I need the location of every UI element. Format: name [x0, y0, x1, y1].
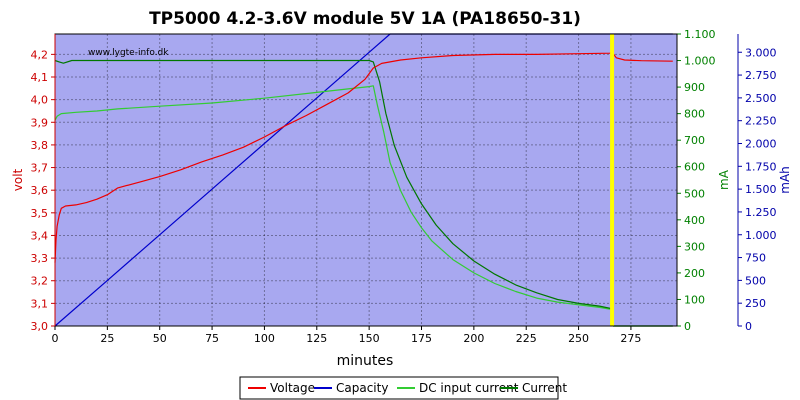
y-axis-label-mah: mAh	[778, 166, 792, 194]
chart-title: TP5000 4.2-3.6V module 5V 1A (PA18650-31…	[149, 9, 581, 29]
y-right2-tick-label: 2.750	[745, 69, 777, 82]
x-tick-label: 250	[568, 332, 589, 345]
x-tick-label: 225	[516, 332, 537, 345]
x-axis-label: minutes	[337, 353, 394, 369]
y-right1-tick-label: 800	[684, 108, 705, 121]
y-right1-tick-label: 700	[684, 134, 705, 147]
y-right1-tick-label: 100	[684, 293, 705, 306]
y-right1-tick-label: 200	[684, 267, 705, 280]
y-right2-tick-label: 2.250	[745, 115, 777, 128]
y-right2-tick-label: 2.500	[745, 92, 777, 105]
y-left-tick-label: 3,9	[31, 116, 49, 129]
y-left-tick-label: 4,2	[31, 48, 49, 61]
y-axis-label-volt: volt	[11, 168, 25, 191]
y-right2-tick-label: 1.500	[745, 183, 777, 196]
series-line-voltage	[54, 51, 673, 263]
y-left-tick-label: 3,1	[31, 297, 49, 310]
y-right1-tick-label: 500	[684, 187, 705, 200]
y-axis-label-ma: mA	[717, 169, 731, 190]
legend-label: Voltage	[270, 381, 315, 395]
x-tick-label: 25	[100, 332, 114, 345]
axes-layer: 0 25 50 75 100 125 150 175 200 225 250 275 3,0 3,1 3,2…	[31, 28, 777, 345]
x-tick-label: 0	[52, 332, 59, 345]
y-left-tick-label: 3,8	[31, 139, 49, 152]
y-right2-tick-label: 1.250	[745, 206, 777, 219]
y-left-tick-label: 3,2	[31, 275, 49, 288]
y-left-tick-label: 3,3	[31, 252, 49, 265]
y-right2-tick-label: 1.000	[745, 229, 777, 242]
series-line-current	[54, 59, 673, 327]
y-right1-tick-label: 400	[684, 214, 705, 227]
watermark: www.lygte-info.dk	[88, 48, 169, 58]
x-tick-label: 100	[254, 332, 275, 345]
x-tick-label: 75	[205, 332, 219, 345]
y-right2-tick-label: 2.000	[745, 138, 777, 151]
y-right2-tick-label: 0	[745, 320, 752, 333]
y-right1-tick-label: 600	[684, 161, 705, 174]
x-tick-label: 150	[359, 332, 380, 345]
y-right1-tick-label: 1.100	[684, 28, 716, 41]
y-right1-tick-label: 300	[684, 240, 705, 253]
y-right2-tick-label: 1.750	[745, 160, 777, 173]
y-left-tick-label: 3,4	[31, 229, 49, 242]
y-left-tick-label: 3,7	[31, 162, 49, 175]
plot-area	[55, 34, 677, 326]
y-right2-tick-label: 250	[745, 297, 766, 310]
y-left-tick-label: 3,5	[31, 207, 49, 220]
x-tick-label: 200	[463, 332, 484, 345]
x-tick-label: 275	[620, 332, 641, 345]
x-tick-label: 175	[411, 332, 432, 345]
x-tick-label: 50	[153, 332, 167, 345]
x-tick-label: 125	[306, 332, 327, 345]
y-right1-tick-label: 900	[684, 81, 705, 94]
y-left-tick-label: 4,0	[31, 94, 49, 107]
y-right2-tick-label: 500	[745, 274, 766, 287]
y-right1-tick-label: 0	[684, 320, 691, 333]
legend-label: DC input current	[419, 381, 519, 395]
legend-label: Capacity	[336, 381, 388, 395]
y-right1-tick-label: 1.000	[684, 55, 716, 68]
legend-label: Current	[522, 381, 567, 395]
legend: Voltage Capacity DC input current Current	[239, 376, 567, 400]
y-left-tick-label: 3,0	[31, 320, 49, 333]
y-left-tick-label: 4,1	[31, 71, 49, 84]
y-left-tick-label: 3,6	[31, 184, 49, 197]
series-line-dc-input-current	[54, 85, 673, 327]
y-right2-tick-label: 3.000	[745, 46, 777, 59]
y-right2-tick-label: 750	[745, 252, 766, 265]
